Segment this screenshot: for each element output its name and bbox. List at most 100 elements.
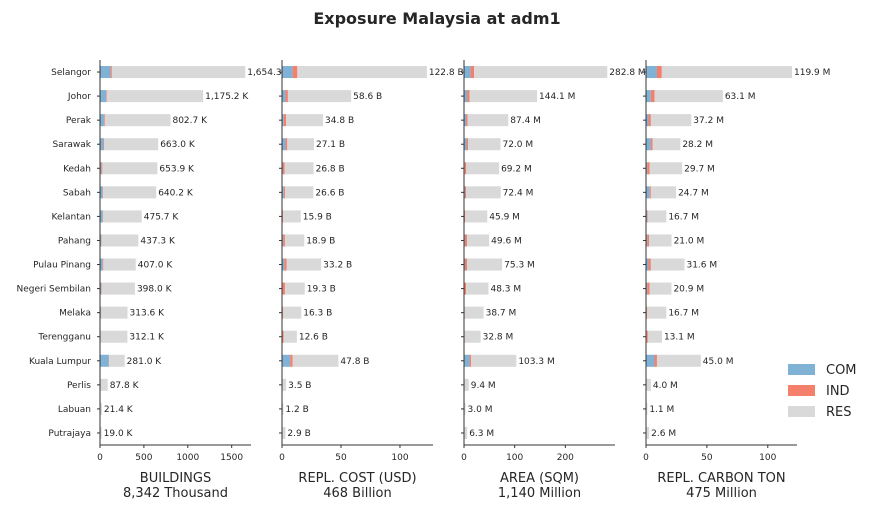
bar-ind-johor [106, 90, 107, 103]
bar-ind-pulau-pinang [284, 258, 287, 271]
category-label: Putrajaya [48, 429, 91, 439]
data-label: 2.6 M [651, 429, 676, 439]
bar-ind-pulau-pinang [465, 258, 468, 271]
bar-ind-sarawak [285, 138, 288, 151]
bar-ind-kedah [282, 162, 285, 175]
panel-1: 1,654.3 1,175.2 K 802.7 K 663.0 K 653.9 K 640… [16, 60, 282, 501]
legend-label-ind: IND [826, 384, 850, 399]
bar-com-pulau-pinang [100, 258, 103, 271]
bar-ind-pahang [465, 234, 468, 247]
data-label: 32.8 M [483, 333, 514, 343]
bar-res-kuala-lumpur [109, 354, 125, 367]
x-axis-total: 8,342 Thousand [123, 486, 228, 501]
bar-res-perlis [100, 378, 108, 391]
data-label: 21.0 M [674, 236, 705, 246]
bar-ind-kuala-lumpur [654, 354, 657, 367]
data-label: 87.8 K [110, 381, 140, 391]
data-label: 13.1 M [664, 333, 695, 343]
bar-res-kelantan [283, 210, 301, 223]
data-label: 312.1 K [129, 333, 165, 343]
bar-res-terengganu [647, 330, 662, 343]
legend-label-res: RES [826, 405, 852, 420]
data-label: 119.9 M [794, 68, 830, 78]
data-label: 26.8 B [316, 164, 345, 174]
bar-ind-pahang [283, 234, 285, 247]
bar-ind-pulau-pinang [648, 258, 651, 271]
x-tick-label: 0 [643, 453, 649, 463]
bar-res-kelantan [102, 210, 142, 223]
bar-res-melaka [282, 306, 302, 319]
bar-res-sarawak [104, 138, 159, 151]
panel-3: 282.8 M 144.1 M 87.4 M 72.0 M 69.2 M 72.4 M 45… [461, 60, 646, 501]
bar-com-sabah [100, 186, 103, 199]
bar-com-kedah [100, 162, 102, 175]
bar-res-perlis [282, 378, 287, 391]
data-label: 6.3 M [469, 429, 494, 439]
bar-ind-melaka [646, 306, 648, 319]
data-label: 31.6 M [686, 261, 717, 271]
data-label: 16.7 M [668, 309, 699, 319]
x-tick-label: 1000 [176, 453, 199, 463]
bar-com-johor [646, 90, 651, 103]
data-label: 144.1 M [539, 92, 575, 102]
data-label: 640.2 K [158, 188, 194, 198]
bar-res-melaka [647, 306, 667, 319]
bar-ind-johor [467, 90, 470, 103]
bar-res-kedah [649, 162, 683, 175]
legend-swatch-com [788, 364, 815, 375]
data-label: 72.0 M [502, 140, 533, 150]
bar-res-labuan [282, 402, 284, 415]
x-axis-total: 475 Million [686, 486, 757, 501]
bar-ind-negeri-sembilan [647, 282, 650, 295]
bar-ind-terengganu [464, 330, 465, 343]
bar-com-selangor [464, 66, 471, 79]
bar-ind-sabah [283, 186, 285, 199]
data-label: 802.7 K [172, 116, 208, 126]
x-tick-label: 0 [97, 453, 103, 463]
bar-com-perak [646, 114, 649, 127]
data-label: 75.3 M [504, 261, 535, 271]
bar-res-labuan [646, 402, 648, 415]
bar-ind-johor [285, 90, 288, 103]
data-label: 20.9 M [673, 285, 704, 295]
data-label: 103.3 M [518, 357, 554, 367]
bar-ind-sabah [649, 186, 651, 199]
bar-res-selangor [297, 66, 427, 79]
x-tick-label: 0 [279, 453, 285, 463]
bar-com-pahang [100, 234, 102, 247]
bar-ind-pulau-pinang [102, 258, 104, 271]
bar-ind-selangor [470, 66, 475, 79]
data-label: 9.4 M [471, 381, 496, 391]
category-label: Perlis [67, 381, 91, 391]
bar-ind-perak [466, 114, 468, 127]
data-label: 21.4 K [104, 405, 134, 415]
bar-res-kedah [466, 162, 500, 175]
bar-res-melaka [101, 306, 128, 319]
data-label: 122.8 B [429, 68, 464, 78]
x-tick-label: 200 [557, 453, 574, 463]
data-label: 313.6 K [130, 309, 166, 319]
x-tick-label: 1500 [220, 453, 243, 463]
bar-res-selangor [111, 66, 246, 79]
bar-com-perak [100, 114, 104, 127]
bar-res-terengganu [100, 330, 128, 343]
bar-com-pulau-pinang [646, 258, 649, 271]
data-label: 281.0 K [127, 357, 163, 367]
data-label: 4.0 M [653, 381, 678, 391]
x-axis-label: REPL. CARBON TON [657, 471, 785, 486]
x-axis-total: 468 Billion [323, 486, 392, 501]
bar-res-sabah [466, 186, 501, 199]
bar-ind-terengganu [282, 330, 284, 343]
data-label: 45.9 M [489, 212, 520, 222]
bar-com-kuala-lumpur [464, 354, 470, 367]
data-label: 1,654.3 [247, 68, 281, 78]
bar-com-kelantan [646, 210, 648, 223]
legend-swatch-ind [788, 385, 815, 396]
bar-res-putrajaya [100, 426, 102, 439]
category-label: Johor [67, 92, 91, 102]
bar-res-pulau-pinang [103, 258, 136, 271]
x-tick-label: 50 [701, 453, 713, 463]
data-label: 63.1 M [725, 92, 756, 102]
legend-label-com: COM [826, 363, 857, 378]
bar-res-negeri-sembilan [466, 282, 489, 295]
